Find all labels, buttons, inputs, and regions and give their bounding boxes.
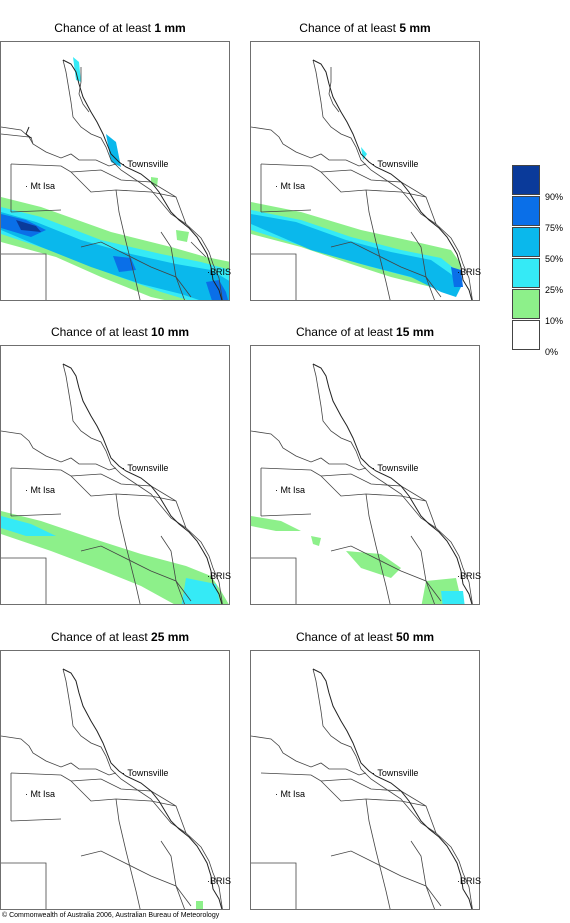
coastline <box>312 59 473 300</box>
townsville-label: · Townsville <box>122 159 169 169</box>
region-outlines <box>251 59 473 300</box>
mt-isa-label: · Mt Isa <box>25 789 56 799</box>
legend-label-0: 0% <box>545 347 559 357</box>
mt-isa-text: Mt Isa <box>280 485 306 495</box>
title-amount: 5 mm <box>399 21 431 35</box>
legend-label-75: 75% <box>545 223 564 233</box>
coastline <box>62 363 223 604</box>
townsville-text: Townsville <box>377 768 419 778</box>
map-5mm <box>250 41 480 301</box>
title-prefix: Chance of at least <box>295 325 393 339</box>
region-outlines <box>251 363 473 604</box>
region-outlines <box>251 668 473 909</box>
legend-swatch-25 <box>512 258 540 288</box>
townsville-text: Townsville <box>127 463 169 473</box>
title-amount: 50 mm <box>396 630 435 644</box>
mt-isa-text: Mt Isa <box>280 789 306 799</box>
title-amount: 1 mm <box>154 21 186 35</box>
title-prefix: Chance of at least <box>50 630 148 644</box>
region-outlines <box>1 668 223 909</box>
panel-title-1mm: Chance of at least 1 mm <box>0 21 240 35</box>
title-amount: 10 mm <box>151 325 190 339</box>
title-prefix: Chance of at least <box>50 325 148 339</box>
townsville-label: · Townsville <box>122 768 169 778</box>
mt-isa-text: Mt Isa <box>30 485 56 495</box>
region-outlines <box>1 59 223 300</box>
rain-overlay <box>1 511 229 604</box>
legend-label-50: 50% <box>545 254 564 264</box>
map-1mm-canvas <box>1 57 229 300</box>
title-amount: 25 mm <box>151 630 190 644</box>
panel-title-15mm: Chance of at least 15 mm <box>245 325 485 339</box>
panel-title-25mm: Chance of at least 25 mm <box>0 630 240 644</box>
legend-label-90: 90% <box>545 192 564 202</box>
coastline <box>62 668 223 909</box>
legend-swatch-90 <box>512 165 540 195</box>
map-10mm <box>0 345 230 605</box>
brisbane-text: BRIS <box>460 571 482 581</box>
townsville-label: · Townsville <box>122 463 169 473</box>
panel-title-5mm: Chance of at least 5 mm <box>245 21 485 35</box>
townsville-text: Townsville <box>127 159 169 169</box>
title-prefix: Chance of at least <box>54 21 152 35</box>
map-25mm-canvas <box>1 668 223 909</box>
brisbane-label: ·BRIS <box>207 571 232 581</box>
map-15mm-canvas <box>251 363 473 604</box>
title-prefix: Chance of at least <box>299 21 397 35</box>
mt-isa-label: · Mt Isa <box>275 181 306 191</box>
legend-swatch-50 <box>512 227 540 257</box>
townsville-text: Townsville <box>377 463 419 473</box>
coastline <box>312 668 473 909</box>
legend-label-10: 10% <box>545 316 564 326</box>
rain-overlay <box>196 901 203 909</box>
mt-isa-label: · Mt Isa <box>275 485 306 495</box>
title-amount: 15 mm <box>396 325 435 339</box>
townsville-label: · Townsville <box>372 463 419 473</box>
map-50mm <box>250 650 480 910</box>
rain-overlay <box>251 516 465 604</box>
townsville-label: · Townsville <box>372 159 419 169</box>
coastline <box>312 363 473 604</box>
townsville-text: Townsville <box>377 159 419 169</box>
copyright-footer: © Commonwealth of Australia 2006, Austra… <box>2 912 219 919</box>
mt-isa-label: · Mt Isa <box>275 789 306 799</box>
mt-isa-label: · Mt Isa <box>25 181 56 191</box>
brisbane-text: BRIS <box>460 876 482 886</box>
mt-isa-label: · Mt Isa <box>25 485 56 495</box>
map-50mm-canvas <box>251 668 473 909</box>
brisbane-text: BRIS <box>210 876 232 886</box>
mt-isa-text: Mt Isa <box>30 181 56 191</box>
legend-label-25: 25% <box>545 285 564 295</box>
brisbane-label: ·BRIS <box>457 267 482 277</box>
coastline <box>25 59 223 300</box>
map-1mm <box>0 41 230 301</box>
map-5mm-canvas <box>251 59 473 300</box>
mt-isa-text: Mt Isa <box>280 181 306 191</box>
mt-isa-text: Mt Isa <box>30 789 56 799</box>
title-prefix: Chance of at least <box>295 630 393 644</box>
region-outlines <box>1 363 223 604</box>
legend-swatch-10 <box>512 289 540 319</box>
brisbane-text: BRIS <box>210 571 232 581</box>
panel-title-10mm: Chance of at least 10 mm <box>0 325 240 339</box>
map-10mm-canvas <box>1 363 229 604</box>
legend-swatch-75 <box>512 196 540 226</box>
brisbane-text: BRIS <box>460 267 482 277</box>
townsville-label: · Townsville <box>372 768 419 778</box>
map-25mm <box>0 650 230 910</box>
brisbane-label: ·BRIS <box>457 571 482 581</box>
brisbane-text: BRIS <box>210 267 232 277</box>
rain-overlay <box>1 57 229 300</box>
brisbane-label: ·BRIS <box>207 876 232 886</box>
map-15mm <box>250 345 480 605</box>
footer-text: © Commonwealth of Australia 2006, Austra… <box>2 912 220 919</box>
brisbane-label: ·BRIS <box>457 876 482 886</box>
townsville-text: Townsville <box>127 768 169 778</box>
panel-title-50mm: Chance of at least 50 mm <box>245 630 485 644</box>
legend-swatch-0 <box>512 320 540 350</box>
brisbane-label: ·BRIS <box>207 267 232 277</box>
